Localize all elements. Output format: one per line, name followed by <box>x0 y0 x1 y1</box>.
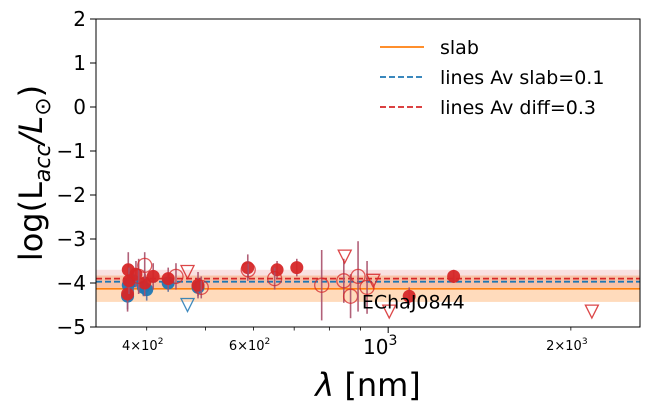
y-tick-label-4: −2 <box>57 183 86 207</box>
y-axis-label-main: log(L <box>12 182 50 261</box>
data-point-3-1 <box>137 252 153 279</box>
point-marker <box>168 268 184 285</box>
data-point-2-12 <box>447 269 461 283</box>
point-marker <box>350 268 366 285</box>
data-point-4-3 <box>381 304 397 320</box>
legend-label-0: slab <box>440 37 479 59</box>
data-points <box>121 241 600 321</box>
point-marker <box>314 277 330 293</box>
y-tick-label-5: −3 <box>57 227 86 251</box>
point-marker <box>179 297 196 313</box>
legend-label-1: lines Av slab=0.1 <box>440 67 604 89</box>
data-point-3-3 <box>193 276 209 299</box>
x-minor-tick-label-1: 6×102 <box>229 337 270 354</box>
data-point-2-9 <box>270 261 284 279</box>
plot-frame <box>95 18 641 328</box>
point-marker <box>121 287 135 301</box>
data-point-4-1 <box>337 249 353 265</box>
y-axis-label-mid: /L <box>12 116 50 148</box>
data-point-3-9 <box>350 241 366 312</box>
y-tick-label-6: −4 <box>57 271 86 295</box>
data-point-4-2 <box>365 273 381 289</box>
y-tick-label-1: 1 <box>73 51 86 75</box>
x-major-tick-label-0: 103 <box>363 333 397 359</box>
data-point-3-4 <box>240 261 256 279</box>
y-tick-label-2: 0 <box>73 95 86 119</box>
legend: slab lines Av slab=0.1 lines Av diff=0.3 <box>380 37 604 119</box>
x-minor-tick-label-0: 4×102 <box>122 337 163 354</box>
point-marker <box>179 264 196 280</box>
data-point-1-0 <box>179 297 196 313</box>
axis-ticks: 2 1 0 −1 −2 −3 −4 −5 103 4×102 6×102 2×103 <box>57 7 588 359</box>
point-marker <box>337 249 353 265</box>
point-marker <box>267 270 283 287</box>
point-marker <box>270 263 284 277</box>
reference-lines <box>96 277 640 290</box>
point-marker <box>146 269 160 283</box>
data-point-2-10 <box>290 258 304 277</box>
point-marker <box>240 262 256 278</box>
point-marker <box>381 304 397 320</box>
data-point-4-0 <box>179 264 196 280</box>
y-axis-label-sub: acc <box>31 144 56 182</box>
data-point-2-5 <box>146 263 160 290</box>
point-marker <box>584 304 600 320</box>
point-marker <box>290 261 304 275</box>
y-axis-label-end: ) <box>12 85 50 97</box>
y-axis-label-sym: ⊙ <box>31 97 56 115</box>
legend-label-2: lines Av diff=0.3 <box>440 97 596 119</box>
data-point-2-11 <box>402 287 416 305</box>
data-point-3-10 <box>359 261 375 314</box>
x-minor-tick-label-2: 2×103 <box>546 337 587 354</box>
point-marker <box>193 279 209 296</box>
point-marker <box>137 257 153 274</box>
y-tick-label-7: −5 <box>57 315 86 339</box>
data-point-4-4 <box>584 304 600 320</box>
x-axis-label-symbol: λ <box>313 366 334 404</box>
data-point-3-5 <box>267 267 283 290</box>
point-marker <box>447 269 461 283</box>
x-axis-label-unit: [nm] <box>334 366 421 404</box>
point-marker <box>359 279 375 296</box>
x-axis-label: λ [nm] <box>313 366 421 404</box>
point-marker <box>402 289 416 303</box>
y-axis-label: log(Lacc/L⊙) <box>12 85 56 261</box>
data-point-3-2 <box>168 263 184 290</box>
object-annotation: EChaJ0844 <box>362 292 465 314</box>
point-marker <box>365 273 381 289</box>
y-tick-label-0: 2 <box>73 7 86 31</box>
y-tick-label-3: −1 <box>57 139 86 163</box>
data-point-3-6 <box>314 250 330 321</box>
